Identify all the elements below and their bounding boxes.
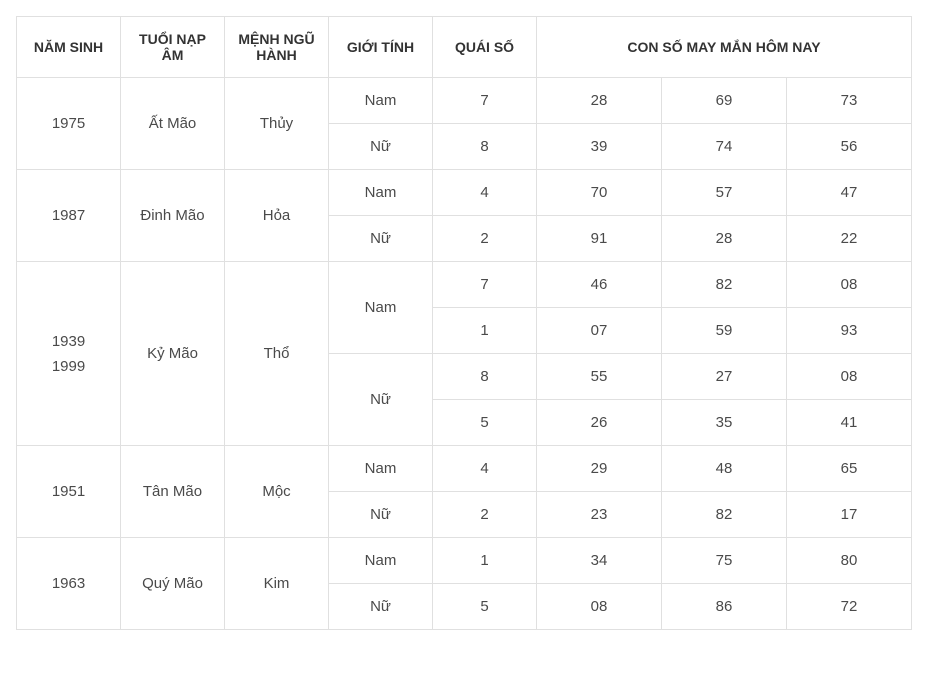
cell-lucky-number: 56 (787, 124, 912, 170)
cell-lucky-number: 26 (537, 400, 662, 446)
table-header-row: NĂM SINH TUỔI NẠP ÂM MỆNH NGŨ HÀNH GIỚI … (17, 17, 912, 78)
cell-lucky-number: 39 (537, 124, 662, 170)
cell-quai-so: 8 (433, 354, 537, 400)
cell-lucky-number: 86 (662, 584, 787, 630)
cell-lucky-number: 93 (787, 308, 912, 354)
cell-menh-ngu-hanh: Thổ (225, 262, 329, 446)
cell-lucky-number: 57 (662, 170, 787, 216)
cell-nam-sinh: 1951 (17, 446, 121, 538)
cell-lucky-number: 35 (662, 400, 787, 446)
cell-quai-so: 1 (433, 538, 537, 584)
cell-quai-so: 4 (433, 446, 537, 492)
cell-menh-ngu-hanh: Mộc (225, 446, 329, 538)
cell-lucky-number: 73 (787, 78, 912, 124)
cell-lucky-number: 47 (787, 170, 912, 216)
year-value: 1999 (52, 358, 85, 375)
cell-quai-so: 2 (433, 492, 537, 538)
cell-lucky-number: 82 (662, 262, 787, 308)
col-tuoi-nap-am: TUỔI NẠP ÂM (121, 17, 225, 78)
year-value: 1939 (52, 333, 85, 350)
cell-gioi-tinh: Nữ (329, 216, 433, 262)
cell-gioi-tinh: Nữ (329, 124, 433, 170)
cell-lucky-number: 80 (787, 538, 912, 584)
cell-lucky-number: 82 (662, 492, 787, 538)
cell-nam-sinh: 1975 (17, 78, 121, 170)
cell-lucky-number: 28 (537, 78, 662, 124)
cell-lucky-number: 91 (537, 216, 662, 262)
cell-gioi-tinh: Nam (329, 170, 433, 216)
col-con-so-may-man: CON SỐ MAY MẮN HÔM NAY (537, 17, 912, 78)
lucky-numbers-table: NĂM SINH TUỔI NẠP ÂM MỆNH NGŨ HÀNH GIỚI … (16, 16, 912, 630)
cell-quai-so: 1 (433, 308, 537, 354)
cell-quai-so: 5 (433, 400, 537, 446)
table-row: 1975Ất MãoThủyNam7286973 (17, 78, 912, 124)
cell-quai-so: 7 (433, 262, 537, 308)
cell-quai-so: 8 (433, 124, 537, 170)
cell-lucky-number: 23 (537, 492, 662, 538)
cell-lucky-number: 72 (787, 584, 912, 630)
table-row: 19391999Kỷ MãoThổNam7468208 (17, 262, 912, 308)
cell-tuoi-nap-am: Tân Mão (121, 446, 225, 538)
cell-lucky-number: 17 (787, 492, 912, 538)
cell-tuoi-nap-am: Đinh Mão (121, 170, 225, 262)
cell-gioi-tinh: Nữ (329, 492, 433, 538)
cell-quai-so: 2 (433, 216, 537, 262)
cell-lucky-number: 08 (537, 584, 662, 630)
cell-nam-sinh: 1987 (17, 170, 121, 262)
cell-nam-sinh: 1963 (17, 538, 121, 630)
cell-lucky-number: 29 (537, 446, 662, 492)
cell-tuoi-nap-am: Ất Mão (121, 78, 225, 170)
cell-lucky-number: 08 (787, 354, 912, 400)
col-nam-sinh: NĂM SINH (17, 17, 121, 78)
col-gioi-tinh: GIỚI TÍNH (329, 17, 433, 78)
cell-lucky-number: 59 (662, 308, 787, 354)
cell-menh-ngu-hanh: Thủy (225, 78, 329, 170)
cell-lucky-number: 75 (662, 538, 787, 584)
cell-lucky-number: 55 (537, 354, 662, 400)
table-row: 1987Đinh MãoHỏaNam4705747 (17, 170, 912, 216)
cell-lucky-number: 07 (537, 308, 662, 354)
cell-tuoi-nap-am: Quý Mão (121, 538, 225, 630)
col-quai-so: QUÁI SỐ (433, 17, 537, 78)
cell-lucky-number: 48 (662, 446, 787, 492)
cell-lucky-number: 34 (537, 538, 662, 584)
cell-lucky-number: 28 (662, 216, 787, 262)
cell-gioi-tinh: Nam (329, 262, 433, 354)
cell-menh-ngu-hanh: Hỏa (225, 170, 329, 262)
cell-lucky-number: 41 (787, 400, 912, 446)
cell-quai-so: 5 (433, 584, 537, 630)
cell-lucky-number: 22 (787, 216, 912, 262)
cell-quai-so: 7 (433, 78, 537, 124)
cell-gioi-tinh: Nam (329, 78, 433, 124)
cell-menh-ngu-hanh: Kim (225, 538, 329, 630)
cell-lucky-number: 74 (662, 124, 787, 170)
cell-lucky-number: 69 (662, 78, 787, 124)
cell-gioi-tinh: Nam (329, 446, 433, 492)
table-row: 1963Quý MãoKimNam1347580 (17, 538, 912, 584)
col-menh-ngu-hanh: MỆNH NGŨ HÀNH (225, 17, 329, 78)
cell-lucky-number: 46 (537, 262, 662, 308)
cell-lucky-number: 65 (787, 446, 912, 492)
cell-gioi-tinh: Nữ (329, 354, 433, 446)
cell-quai-so: 4 (433, 170, 537, 216)
cell-gioi-tinh: Nữ (329, 584, 433, 630)
cell-lucky-number: 08 (787, 262, 912, 308)
table-row: 1951Tân MãoMộcNam4294865 (17, 446, 912, 492)
cell-nam-sinh: 1939 1999 (17, 262, 121, 446)
cell-lucky-number: 27 (662, 354, 787, 400)
cell-gioi-tinh: Nam (329, 538, 433, 584)
cell-lucky-number: 70 (537, 170, 662, 216)
cell-tuoi-nap-am: Kỷ Mão (121, 262, 225, 446)
